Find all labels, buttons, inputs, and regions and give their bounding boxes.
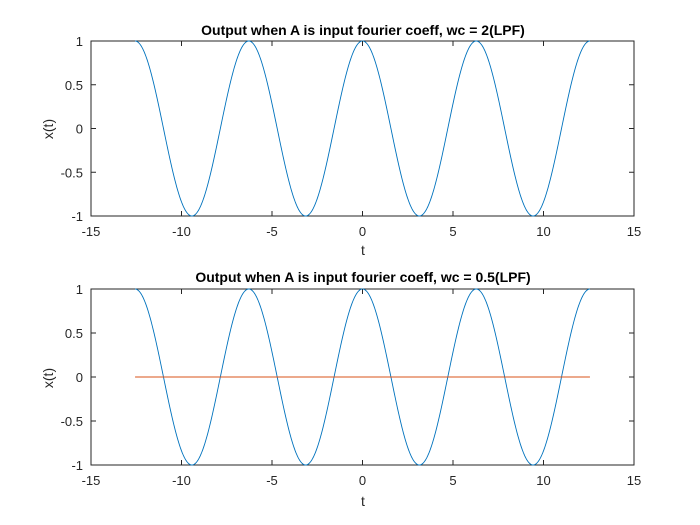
bottom-plot-xtick-label: -15 <box>82 473 101 488</box>
bottom-plot-ytick-label: 0.5 <box>65 326 83 341</box>
top-plot-ticks: -15 -10 -5 0 5 10 15 -1 -0.5 0 0.5 1 <box>61 34 642 239</box>
bottom-plot-ticks: -15 -10 -5 0 5 10 15 -1 -0.5 0 0.5 1 <box>61 282 642 488</box>
top-plot-xtick-label: 5 <box>449 224 456 239</box>
top-plot-axes-box <box>90 40 635 217</box>
bottom-plot-xtick-label: -10 <box>172 473 191 488</box>
top-plot-ytick-label: -1 <box>71 209 83 224</box>
top-plot-ytick-label: 1 <box>76 34 83 49</box>
top-plot-xtick-label: -5 <box>266 224 278 239</box>
bottom-plot-xtick-label: -5 <box>266 473 278 488</box>
top-plot-ytick-label: -0.5 <box>61 165 83 180</box>
bottom-plot-ytick-label: -0.5 <box>61 414 83 429</box>
bottom-plot-xlabel: t <box>361 493 365 509</box>
top-plot-xlabel: t <box>361 242 365 258</box>
bottom-plot-ytick-label: 0 <box>76 370 83 385</box>
top-plot-xtick-label: -10 <box>172 224 191 239</box>
bottom-plot-xtick-label: 5 <box>449 473 456 488</box>
bottom-plot-ylabel: x(t) <box>40 368 56 388</box>
bottom-plot-xtick-label: 0 <box>359 473 366 488</box>
top-plot-xtick-label: 15 <box>627 224 641 239</box>
top-plot-ytick-label: 0.5 <box>65 78 83 93</box>
bottom-plot: Output when A is input fourier coeff, wc… <box>40 269 641 509</box>
bottom-plot-xtick-label: 10 <box>536 473 550 488</box>
bottom-plot-ytick-label: 1 <box>76 282 83 297</box>
top-plot-ylabel: x(t) <box>40 119 56 139</box>
top-plot: Output when A is input fourier coeff, wc… <box>40 22 641 258</box>
top-plot-ytick-label: 0 <box>76 122 83 137</box>
bottom-plot-xtick-label: 15 <box>627 473 641 488</box>
top-plot-xtick-label: 0 <box>359 224 366 239</box>
bottom-plot-title: Output when A is input fourier coeff, wc… <box>195 269 530 285</box>
bottom-plot-ytick-label: -1 <box>71 458 83 473</box>
top-plot-xtick-label: -15 <box>82 224 101 239</box>
top-plot-title: Output when A is input fourier coeff, wc… <box>201 22 525 38</box>
top-plot-xtick-label: 10 <box>536 224 550 239</box>
